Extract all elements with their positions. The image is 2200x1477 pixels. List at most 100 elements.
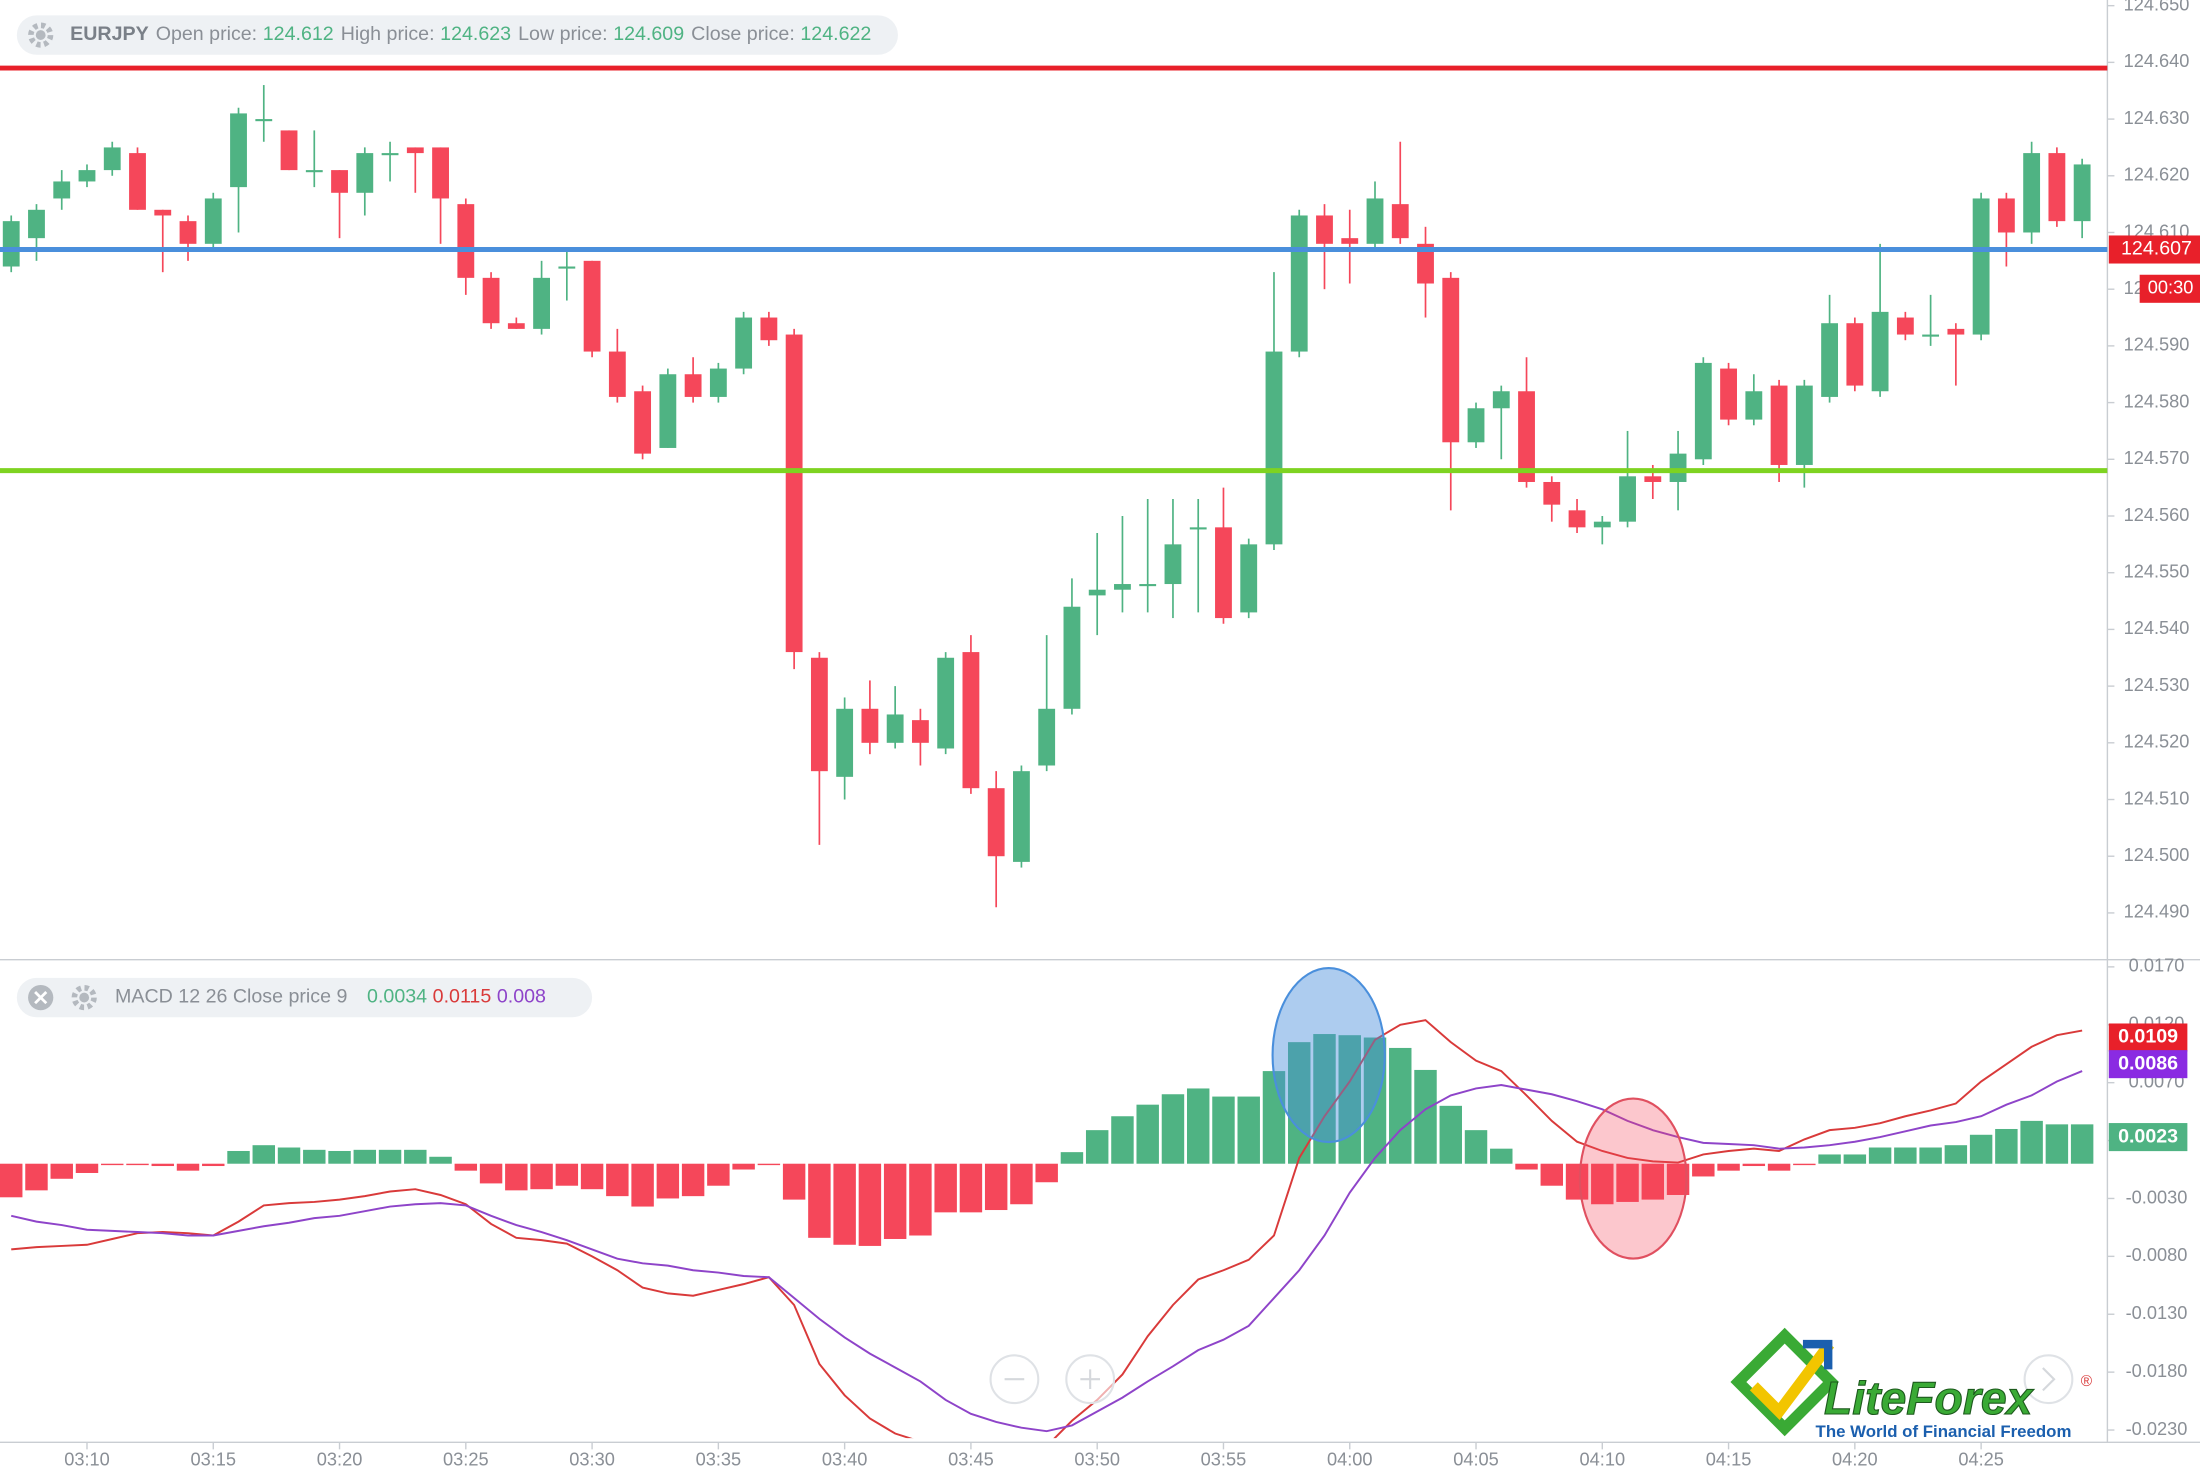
histogram-bar [656, 1163, 680, 1199]
value-marker-box [2108, 1123, 2188, 1152]
histogram-bar [505, 1163, 528, 1191]
y-tick-label: 124.650 [2124, 0, 2190, 14]
candle-body [1543, 481, 1561, 505]
y-tick-label: -0.0130 [2126, 1302, 2188, 1323]
y-tick-label: 124.640 [2124, 50, 2190, 71]
x-tick-label: 03:10 [64, 1448, 110, 1469]
scroll-button[interactable] [2023, 1354, 2074, 1405]
candle-body [1619, 476, 1636, 522]
candle-body [1568, 510, 1586, 528]
candle-body [2023, 153, 2041, 233]
histogram-bar [732, 1163, 755, 1170]
candle-body [1593, 521, 1611, 528]
settings-icon[interactable] [28, 22, 54, 48]
histogram-bar [176, 1163, 200, 1171]
histogram-bar [2020, 1120, 2043, 1164]
histogram-bar [934, 1163, 957, 1213]
gear[interactable] [28, 22, 54, 48]
value-marker-box [2108, 1050, 2188, 1079]
y-tick-label: 124.550 [2124, 561, 2190, 582]
histogram-bar [2070, 1124, 2094, 1164]
histogram-bar [1490, 1148, 1513, 1164]
logo: LiteForex ® The World of Financial Freed… [1730, 1327, 2093, 1441]
candle-body [1644, 476, 1662, 482]
close-cross[interactable] [34, 990, 48, 1005]
ticker-pill [16, 15, 898, 55]
histogram-bar [1111, 1116, 1134, 1164]
candle-body [1871, 311, 1889, 392]
histogram-bar [1313, 1034, 1336, 1164]
histogram-bar [580, 1163, 604, 1190]
histogram-bar [1010, 1163, 1033, 1205]
x-tick-label: 03:45 [948, 1448, 994, 1469]
histogram-bar [1212, 1096, 1235, 1164]
candle-body [987, 788, 1005, 857]
histogram-bar [606, 1163, 629, 1197]
candle-body [962, 652, 980, 789]
candle-body [331, 170, 348, 193]
macd-value: 0.0115 [433, 986, 492, 1008]
histogram-bar [25, 1163, 48, 1191]
histogram-bar [681, 1163, 705, 1197]
y-tick-label: 124.590 [2124, 334, 2190, 355]
candle-body [2, 221, 20, 267]
y-tick-label: 124.540 [2124, 617, 2190, 638]
histogram-bar [1919, 1147, 1942, 1164]
histogram-bar [50, 1163, 73, 1179]
histogram-bar [833, 1163, 856, 1245]
scroll-right[interactable] [2023, 1354, 2074, 1405]
histogram-bar [1540, 1163, 1564, 1186]
candle-body [28, 209, 45, 239]
histogram-bar [126, 1163, 149, 1166]
histogram-bar [303, 1149, 326, 1164]
candle-body [583, 260, 601, 352]
arrow[interactable] [2042, 1367, 2056, 1392]
candle-body [1316, 215, 1333, 244]
histogram-bar [454, 1163, 478, 1171]
histogram-bar [1565, 1163, 1589, 1200]
logo-tagline: The World of Financial Freedom [1816, 1422, 2072, 1441]
close-icon[interactable] [28, 984, 54, 1011]
histogram-bar [1969, 1134, 1993, 1164]
candle-body [634, 391, 652, 454]
histogram-bar [1439, 1105, 1462, 1164]
histogram-bar [429, 1156, 452, 1164]
candle-body [1896, 317, 1914, 335]
candle-body [1038, 708, 1056, 766]
candle-body [1063, 606, 1081, 709]
y-tick-label: 124.630 [2124, 107, 2190, 128]
zoom-in-button[interactable] [1065, 1354, 1116, 1405]
candle-body [1341, 238, 1359, 244]
candle-body [1013, 771, 1030, 862]
y-tick-label: -0.0180 [2126, 1360, 2188, 1381]
candle-body [1922, 334, 1940, 337]
histogram-bar [2045, 1124, 2069, 1164]
plus[interactable] [1080, 1369, 1100, 1390]
candle-body [1947, 328, 1965, 335]
logo-arrow [1802, 1339, 1833, 1370]
histogram-bar [782, 1163, 806, 1200]
histogram-bar [1085, 1130, 1109, 1164]
histogram-bar [202, 1163, 225, 1167]
gear-hub[interactable] [35, 30, 46, 40]
value-marker: 0.0109 [2118, 1026, 2178, 1048]
x-tick-label: 04:25 [1958, 1448, 2004, 1469]
histogram-bar [1363, 1037, 1387, 1164]
highlight-ellipse [1578, 1097, 1688, 1260]
gear[interactable] [71, 984, 97, 1011]
candle-body [1997, 198, 2015, 233]
y-tick-label: 124.570 [2124, 447, 2190, 468]
candle-body [861, 708, 879, 743]
histogram-bar [1868, 1147, 1892, 1164]
candle-body [280, 130, 298, 171]
macd-line [11, 1019, 2083, 1439]
settings-icon[interactable] [71, 984, 97, 1011]
label: Open price: [156, 23, 257, 45]
zoom-out-button[interactable] [989, 1354, 1040, 1405]
logo-name: LiteForex [1824, 1372, 2035, 1424]
x-tick-label: 04:00 [1327, 1448, 1373, 1469]
histogram-bar [75, 1163, 99, 1173]
gear-hub[interactable] [79, 992, 90, 1003]
